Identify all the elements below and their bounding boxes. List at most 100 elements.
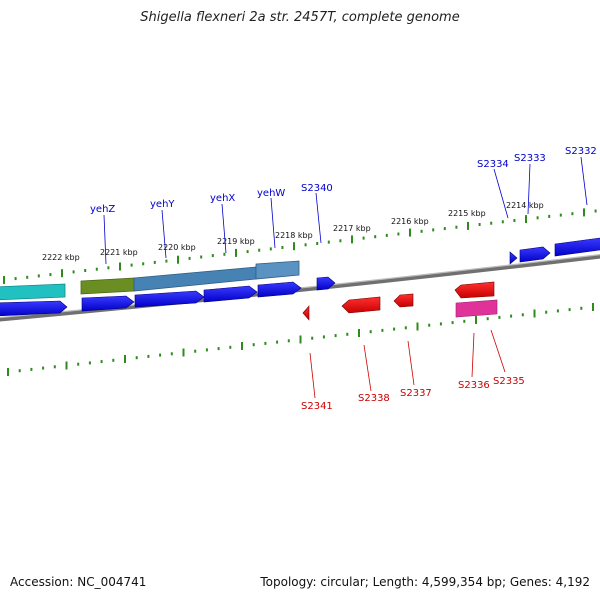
major-tick [182, 348, 185, 357]
major-tick [235, 248, 237, 257]
minor-tick [439, 322, 442, 326]
reverse-cds-track [302, 281, 498, 321]
minor-tick [223, 252, 226, 256]
reverse-cds[interactable] [454, 281, 495, 299]
minor-tick [194, 349, 197, 353]
reverse-cds[interactable] [393, 293, 414, 308]
minor-tick [229, 345, 232, 349]
minor-tick [281, 246, 284, 249]
gene-label-S2333[interactable]: S2333 [514, 153, 546, 164]
minor-tick [498, 315, 501, 319]
forward-cds-track [0, 237, 600, 317]
minor-tick [428, 323, 431, 327]
gene-label-S2340[interactable]: S2340 [301, 183, 333, 194]
major-tick [293, 242, 295, 251]
forward-cds[interactable] [203, 285, 258, 303]
minor-tick [521, 313, 524, 317]
major-tick [525, 215, 527, 224]
minor-tick [142, 262, 145, 266]
major-tick [119, 262, 121, 271]
minor-tick [147, 354, 150, 358]
genome-summary-text: Topology: circular; Length: 4,599,354 bp… [260, 575, 590, 589]
major-tick [7, 368, 9, 376]
minor-tick [77, 362, 80, 366]
minor-tick [153, 260, 156, 264]
scale-label-2221: 2221 kbp [100, 248, 138, 257]
minor-tick [53, 365, 56, 369]
minor-tick [548, 214, 551, 218]
gene-label-S2332[interactable]: S2332 [565, 146, 597, 157]
outer-tick-row [3, 208, 597, 284]
steel-feature-2[interactable] [255, 260, 300, 280]
scale-label-2218: 2218 kbp [275, 231, 313, 240]
gene-label-S2337[interactable]: S2337 [400, 388, 432, 399]
forward-cds[interactable] [509, 251, 518, 265]
major-tick [467, 221, 469, 230]
gene-label-S2338[interactable]: S2338 [358, 393, 390, 404]
forward-cds[interactable] [81, 295, 135, 312]
gene-label-S2336[interactable]: S2336 [458, 380, 490, 391]
minor-tick [455, 225, 458, 229]
scale-label-2220: 2220 kbp [158, 243, 196, 252]
minor-tick [486, 317, 489, 321]
major-tick [61, 269, 63, 278]
gene-label-S2334[interactable]: S2334 [477, 159, 509, 170]
reverse-cds[interactable] [341, 296, 381, 314]
forward-cds[interactable] [519, 246, 551, 263]
gene-label-yehY[interactable]: yehY [150, 199, 175, 210]
minor-tick [135, 356, 138, 360]
minor-tick [463, 319, 466, 323]
minor-tick [287, 339, 290, 343]
minor-tick [513, 219, 516, 222]
gene-label-yehX[interactable]: yehX [210, 193, 235, 204]
minor-tick [568, 308, 571, 312]
major-tick [241, 342, 243, 350]
major-tick [583, 208, 585, 217]
olive-feature[interactable] [80, 277, 135, 295]
minor-tick [246, 250, 249, 254]
forward-cds[interactable] [134, 290, 205, 308]
scale-label-2222: 2222 kbp [42, 253, 80, 262]
magenta-feature[interactable] [455, 299, 498, 318]
minor-tick [130, 263, 133, 267]
reverse-cds[interactable] [302, 305, 310, 321]
major-tick [177, 255, 179, 264]
map-title: Shigella flexneri 2a str. 2457T, complet… [140, 10, 460, 25]
minor-tick [107, 266, 110, 270]
gene-label-S2335[interactable]: S2335 [493, 376, 525, 387]
inner-tick-row [7, 303, 594, 376]
minor-tick [510, 314, 513, 318]
teal-feature[interactable] [0, 283, 66, 301]
scale-label-2214: 2214 kbp [506, 201, 544, 210]
forward-cds[interactable] [554, 237, 600, 257]
major-tick [65, 361, 68, 370]
minor-tick [580, 306, 583, 310]
minor-tick [397, 232, 400, 236]
minor-tick [100, 360, 103, 364]
minor-tick [594, 209, 597, 213]
major-tick [124, 355, 126, 363]
minor-tick [536, 216, 539, 220]
forward-cds[interactable] [257, 281, 302, 298]
forward-cds[interactable] [0, 300, 68, 317]
minor-tick [112, 358, 115, 362]
minor-tick [339, 239, 342, 243]
gene-label-yehW[interactable]: yehW [257, 188, 285, 199]
minor-tick [385, 233, 388, 237]
minor-tick [556, 309, 559, 313]
minor-tick [170, 352, 173, 356]
gene-label-S2341[interactable]: S2341 [301, 401, 333, 412]
minor-tick [404, 326, 407, 330]
minor-tick [37, 274, 40, 278]
minor-tick [188, 256, 191, 260]
major-tick [475, 316, 477, 324]
minor-tick [334, 334, 337, 338]
minor-tick [205, 348, 208, 352]
minor-tick [88, 361, 91, 365]
gene-label-yehZ[interactable]: yehZ [90, 204, 115, 215]
forward-cds[interactable] [316, 276, 336, 291]
minor-tick [159, 353, 162, 357]
minor-tick [369, 330, 372, 334]
minor-tick [252, 343, 255, 347]
